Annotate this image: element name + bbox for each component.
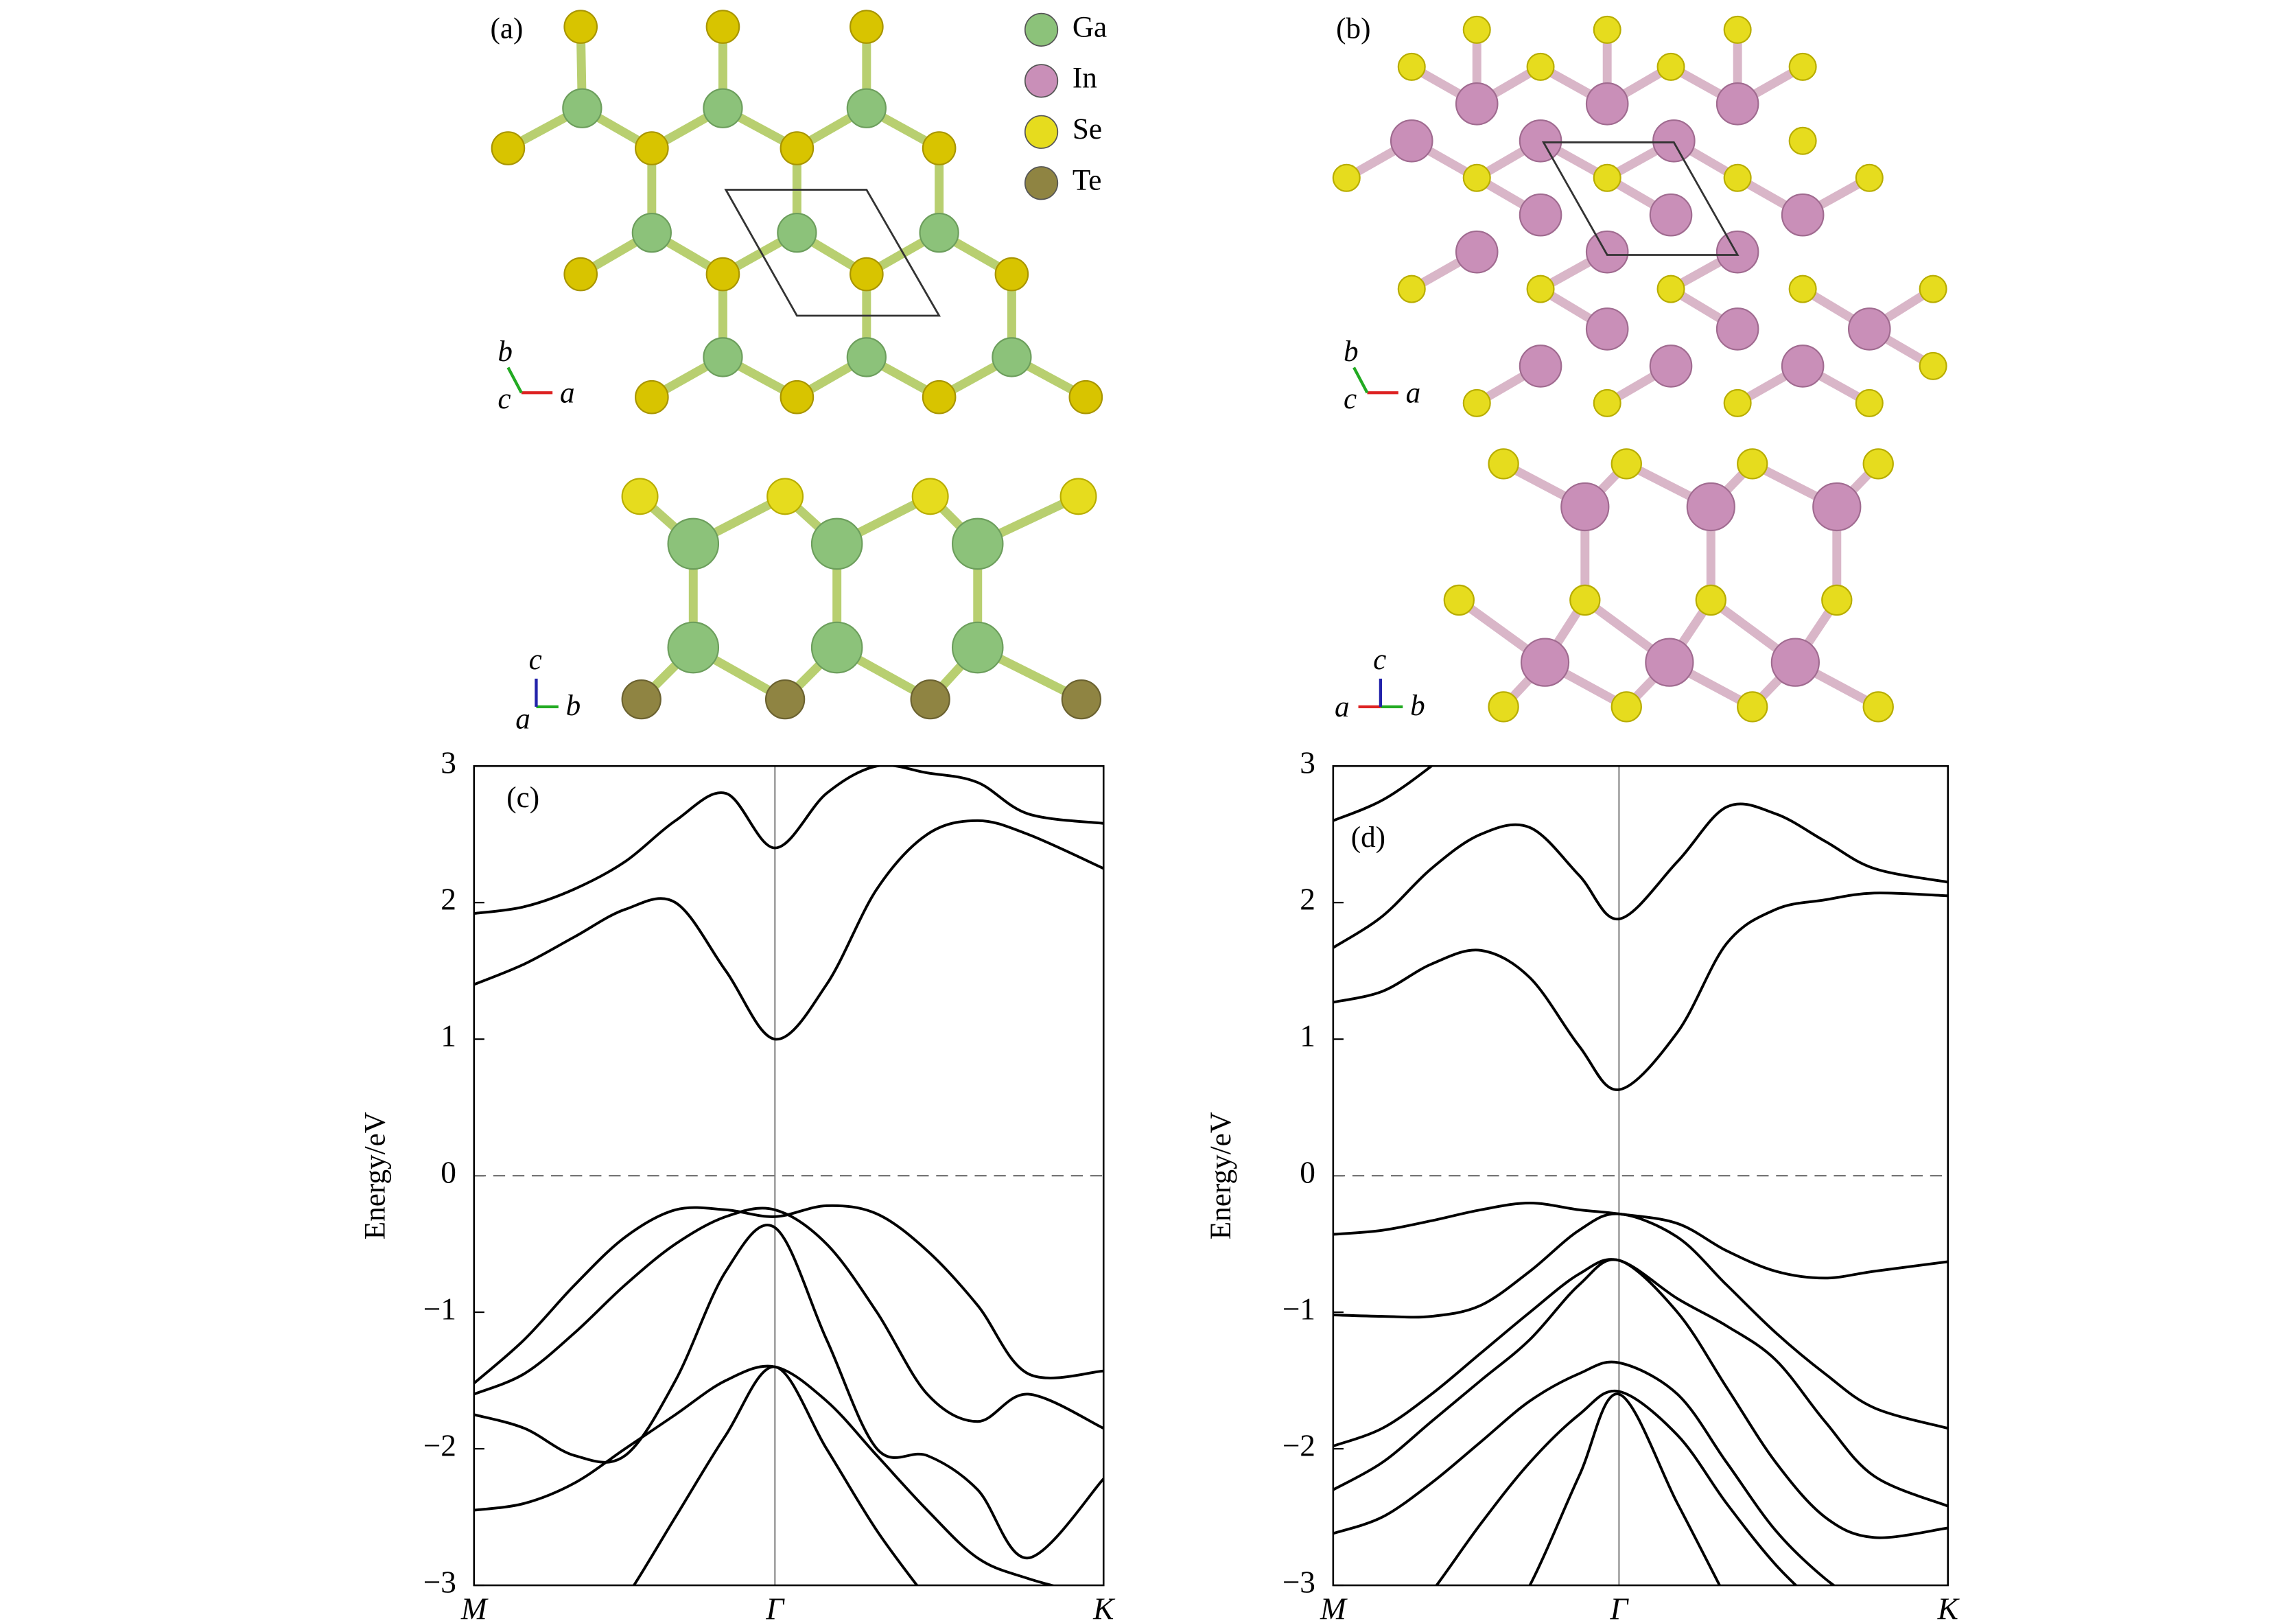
y-axis-label: Energy/eV — [359, 1112, 391, 1239]
legend-swatch — [1024, 166, 1059, 200]
x-tick-label: M — [460, 1591, 489, 1621]
legend-label: Se — [1073, 113, 1102, 145]
y-tick-label: 2 — [1300, 883, 1315, 917]
y-tick-label: 2 — [441, 883, 456, 917]
band — [1333, 1212, 1948, 1430]
x-tick-label: M — [1320, 1591, 1348, 1621]
y-tick-label: −2 — [423, 1428, 456, 1462]
axis-icon — [506, 366, 1403, 709]
axis-letter: b — [1410, 690, 1425, 722]
band — [473, 766, 1104, 916]
legend-label: Ga — [1073, 11, 1107, 43]
axis-letter: c — [1344, 383, 1357, 415]
axis-letter: b — [566, 690, 581, 722]
y-tick-label: −3 — [423, 1565, 456, 1599]
axis-letter: a — [515, 703, 530, 735]
band — [1333, 1258, 1948, 1539]
band — [1333, 1360, 1836, 1586]
band — [632, 1365, 919, 1586]
structure-b-side — [1443, 448, 1894, 723]
y-tick-label: 3 — [441, 746, 456, 780]
band — [473, 819, 1104, 1041]
x-tick-label: K — [1092, 1591, 1116, 1621]
y-tick-label: 1 — [441, 1019, 456, 1053]
panel-label: (c) — [506, 782, 539, 814]
x-tick-label: Γ — [1610, 1591, 1630, 1621]
y-tick-label: −1 — [1282, 1292, 1315, 1326]
y-tick-label: −3 — [1282, 1565, 1315, 1599]
band — [1528, 1392, 1722, 1586]
plot-frame — [473, 765, 1105, 1587]
band — [1333, 1201, 1948, 1280]
y-tick-label: 1 — [1300, 1019, 1315, 1053]
axis-letter: a — [560, 377, 575, 409]
panel-label: (a) — [491, 12, 524, 45]
axis-letter: b — [497, 336, 513, 368]
band — [473, 1224, 1104, 1560]
axis-letter: c — [497, 383, 511, 415]
structure-a-side — [621, 478, 1102, 720]
axis-letter: b — [1344, 336, 1359, 368]
panel-label: (d) — [1351, 821, 1385, 854]
x-tick-label: K — [1937, 1591, 1960, 1621]
y-tick-label: 3 — [1300, 746, 1315, 780]
legend-swatch — [1024, 12, 1059, 47]
y-tick-label: 0 — [1300, 1156, 1315, 1190]
band — [473, 1206, 1104, 1430]
band — [1435, 1389, 1798, 1586]
charts: M Γ K −3 −2 −1 0 1 2 3 (c) Energy/eV M Γ K −3 −2 −1 0 1 2 3 (d… — [359, 746, 1960, 1621]
band — [1333, 766, 1434, 822]
band — [473, 1364, 1057, 1586]
bands — [473, 766, 1104, 1586]
band-chart: M Γ K −3 −2 −1 0 1 2 3 (c) Energy/eV — [359, 746, 1116, 1621]
band — [1333, 891, 1948, 1091]
axis-letter: a — [1406, 377, 1421, 409]
structure-b-top — [1332, 15, 1947, 417]
axis-letter: c — [529, 644, 542, 676]
y-tick-label: −1 — [423, 1292, 456, 1326]
y-tick-label: −2 — [1282, 1428, 1315, 1462]
bands — [1333, 766, 1948, 1586]
panel-label: (b) — [1336, 12, 1370, 45]
band-chart: M Γ K −3 −2 −1 0 1 2 3 (d) Energy/eV — [1205, 746, 1960, 1621]
x-tick-label: Γ — [765, 1591, 785, 1621]
band — [473, 1204, 1104, 1385]
legend-swatch — [1024, 64, 1059, 98]
structure-a-top — [491, 10, 1103, 415]
plot-frame — [1332, 765, 1949, 1587]
legend-swatch — [1024, 115, 1059, 149]
axis-letter: a — [1335, 691, 1350, 723]
legend-label: Te — [1073, 165, 1102, 197]
band — [1333, 1258, 1948, 1508]
band — [1333, 802, 1948, 949]
y-tick-label: 0 — [441, 1156, 456, 1190]
y-axis-label: Energy/eV — [1205, 1112, 1237, 1239]
legend: Ga In Se Te — [1024, 11, 1107, 200]
axis-letter: c — [1373, 644, 1386, 676]
legend-label: In — [1073, 62, 1097, 95]
